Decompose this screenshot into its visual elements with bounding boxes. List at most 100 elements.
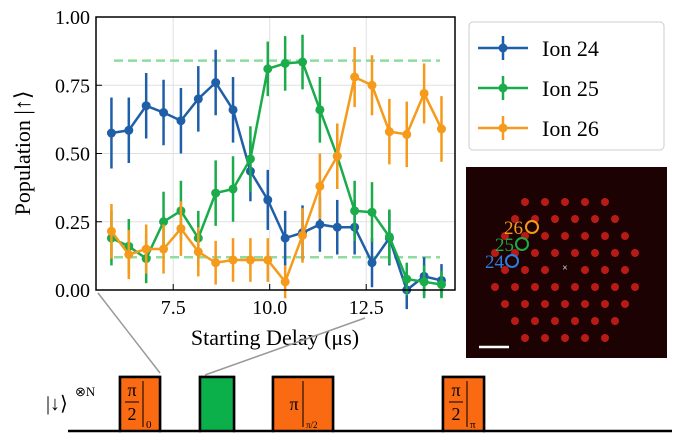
data-point <box>193 247 203 257</box>
legend-marker <box>498 43 508 53</box>
pulse <box>441 375 486 433</box>
ion-dot <box>611 215 619 223</box>
y-tick-label: 1.00 <box>55 7 90 29</box>
ion-dot <box>601 334 609 342</box>
data-point <box>280 277 290 287</box>
data-point <box>419 277 429 287</box>
ion-dot <box>511 215 519 223</box>
ion-dot <box>581 300 589 308</box>
data-point <box>211 258 221 268</box>
data-point <box>193 94 203 104</box>
data-point <box>124 125 134 135</box>
legend-label: Ion 26 <box>542 116 599 141</box>
pulse <box>198 375 236 433</box>
legend <box>468 21 665 151</box>
ion-dot <box>601 266 609 274</box>
ion-dot <box>621 232 629 240</box>
legend-label: Ion 24 <box>542 36 599 61</box>
ion-dot <box>531 283 539 291</box>
data-point <box>315 181 325 191</box>
y-axis-label: Population |↑⟩ <box>10 91 35 216</box>
pulse-phase: π <box>470 419 476 431</box>
data-point <box>141 101 151 111</box>
pulse-top: π <box>289 394 298 414</box>
ion-dot <box>571 283 579 291</box>
data-point <box>350 206 360 216</box>
data-point <box>124 250 134 260</box>
x-tick-label: 7.5 <box>161 297 186 319</box>
data-point <box>159 217 169 227</box>
ion-dot <box>561 300 569 308</box>
ion-dot <box>611 249 619 257</box>
ion-dot <box>531 317 539 325</box>
x-axis-label: Starting Delay (μs) <box>191 325 359 350</box>
ion-marker <box>505 254 519 268</box>
connector <box>204 317 366 376</box>
legend-marker <box>498 123 508 133</box>
pulse-bottom: 2 <box>128 404 137 424</box>
data-point <box>402 274 412 284</box>
data-point <box>367 207 377 217</box>
ion-dot <box>501 300 509 308</box>
data-point <box>436 280 446 290</box>
ion-dot <box>601 232 609 240</box>
data-point <box>141 244 151 254</box>
data-point <box>106 128 116 138</box>
data-point <box>298 57 308 67</box>
chart: 0.00 0.25 0.50 0.75 1.00 7.5 10.0 12.5 <box>55 7 456 319</box>
ion-dot <box>561 232 569 240</box>
ion-dot <box>571 249 579 257</box>
ion-dot <box>581 266 589 274</box>
data-point <box>211 78 221 88</box>
ion-dot <box>591 215 599 223</box>
ion-dot <box>501 232 509 240</box>
connector <box>97 292 161 374</box>
data-point <box>176 224 186 234</box>
y-tick-label: 0.50 <box>55 144 90 166</box>
data-point <box>315 105 325 115</box>
data-point <box>280 233 290 243</box>
ion-dot <box>561 334 569 342</box>
ion-dot <box>591 317 599 325</box>
data-point <box>280 58 290 68</box>
ion-dot <box>521 300 529 308</box>
data-point <box>350 72 360 82</box>
ion-dot <box>571 317 579 325</box>
pulse-bottom: 2 <box>452 404 461 424</box>
ion-dot <box>541 300 549 308</box>
ion-dot <box>491 249 499 257</box>
ion-dot <box>601 300 609 308</box>
pulse-phase: π/2 <box>306 420 318 430</box>
ion-dot <box>551 283 559 291</box>
data-point <box>176 116 186 126</box>
ion-dot <box>611 317 619 325</box>
legend-label: Ion 25 <box>542 76 599 101</box>
ion-dot <box>551 317 559 325</box>
x-tick-label: 12.5 <box>349 297 384 319</box>
data-point <box>384 127 394 137</box>
x-tick-label: 10.0 <box>252 297 287 319</box>
data-point <box>211 188 221 198</box>
y-tick-label: 0.00 <box>55 280 90 302</box>
data-point <box>245 154 255 164</box>
data-point <box>315 219 325 229</box>
data-point <box>298 230 308 240</box>
y-tick-label: 0.75 <box>55 75 90 97</box>
data-point <box>332 151 342 161</box>
data-point <box>106 226 116 236</box>
data-point <box>367 258 377 268</box>
plot-frame <box>95 16 456 291</box>
ion-dot <box>601 198 609 206</box>
ion-dot <box>591 249 599 257</box>
state-label: |↓⟩ <box>46 393 68 415</box>
ion-dot <box>551 249 559 257</box>
pulse-top: π <box>127 380 136 400</box>
data-point <box>159 244 169 254</box>
ion-dot <box>541 266 549 274</box>
data-point <box>367 80 377 90</box>
data-point <box>228 105 238 115</box>
ion-dot <box>591 283 599 291</box>
y-tick-label: 0.25 <box>55 212 90 234</box>
ion-label: 25 <box>495 235 514 256</box>
